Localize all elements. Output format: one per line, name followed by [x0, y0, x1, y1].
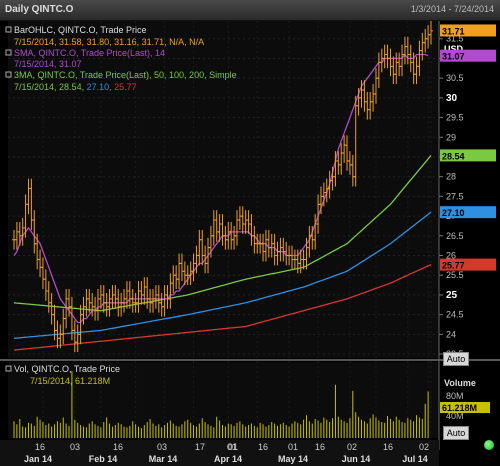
time-day-label: 01 [288, 442, 298, 452]
time-day-label: 16 [113, 442, 123, 452]
price-tick-label: 26 [446, 251, 456, 261]
ohlc-bars [12, 21, 433, 353]
volume-value-tag-text: 61.218M [442, 403, 477, 413]
legend-3ma-value: 7/15/2014, [14, 82, 57, 92]
time-day-label: 01 [228, 442, 238, 452]
price-tick-label: 30 [446, 93, 458, 104]
legend-3ma-values: 7/15/2014, 28.54, 27.10, 25.77 [14, 82, 137, 92]
volume-axis-label: Volume [444, 378, 476, 388]
legend-sma-toggle-icon [5, 49, 12, 56]
legend-3ma-value: 28.54, [57, 82, 85, 92]
chart-title: Daily QINTC.O [5, 4, 74, 15]
title-bar: Daily QINTC.O 1/3/2014 - 7/24/2014 [0, 0, 500, 21]
price-value-tag-text: 25.77 [442, 261, 465, 271]
price-tick-label: 27.5 [446, 191, 464, 201]
legend-bar-title: BarOHLC, QINTC.O, Trade Price [14, 25, 147, 35]
ma100-line [13, 211, 432, 339]
time-day-label: 01 [227, 442, 237, 452]
volume-value-tag [440, 402, 490, 413]
time-day-label: 16 [315, 442, 325, 452]
price-auto-button[interactable]: Auto [443, 352, 469, 366]
price-value-tag [440, 258, 496, 271]
price-tick-label: 26.5 [446, 231, 464, 241]
volume-tick-label: 80M [446, 391, 464, 401]
price-tick-label: 29.5 [446, 113, 464, 123]
price-value-tag [440, 206, 496, 219]
status-indicator-icon [484, 440, 494, 450]
time-day-label: 02 [419, 442, 429, 452]
legend-bar-values: 7/15/2014, 31.58, 31.80, 31.16, 31.71, N… [14, 37, 204, 47]
time-month-label: Jan 14 [24, 454, 52, 464]
volume-bars [13, 371, 429, 438]
price-value-tag-text: 28.54 [442, 151, 465, 161]
price-tick-label: 25 [446, 290, 458, 301]
price-value-tag-text: 31.71 [442, 26, 465, 36]
time-month-label: Mar 14 [149, 454, 178, 464]
price-tick-label: 25.5 [446, 270, 464, 280]
time-axis [0, 440, 439, 466]
legend-vol-toggle-icon [5, 365, 12, 372]
legend-vol-values: 7/15/2014, 61.218M [30, 376, 110, 386]
price-tick-label: 28 [446, 172, 456, 182]
legend-3ma-value: 25.77 [112, 82, 137, 92]
price-tick-label: 24 [446, 329, 456, 339]
time-month-label: May 14 [278, 454, 308, 464]
volume-tick-label: 40M [446, 411, 464, 421]
price-tick-label: 30.5 [446, 73, 464, 83]
time-month-label: Feb 14 [89, 454, 118, 464]
legend-sma-title: SMA, QINTC.O, Trade Price(Last), 14 [14, 48, 165, 58]
legend-bar-toggle-icon [5, 26, 12, 33]
time-month-label: Apr 14 [214, 454, 242, 464]
ohlc-bar [429, 21, 433, 45]
legend-vol-title: Vol, QINTC.O, Trade Price [14, 364, 120, 374]
price-value-tag-text: 31.07 [442, 52, 465, 62]
time-month-label: Jun 14 [342, 454, 371, 464]
currency-label: USD [444, 44, 464, 54]
price-value-tag [440, 149, 496, 162]
time-month-label: Jul 14 [402, 454, 428, 464]
volume-auto-button[interactable]: Auto [443, 426, 469, 440]
time-day-label: 03 [70, 442, 80, 452]
legend-sma-values: 7/15/2014, 31.07 [14, 59, 82, 69]
price-value-tag [440, 24, 496, 37]
price-tick-label: 29 [446, 132, 456, 142]
legend-3ma-value: 27.10, [84, 82, 112, 92]
time-day-label: 16 [35, 442, 45, 452]
price-panel [8, 21, 439, 358]
time-day-label: 03 [157, 442, 167, 452]
price-value-tag-text: 27.10 [442, 208, 465, 218]
time-day-label: 16 [383, 442, 393, 452]
ma200-line [13, 264, 432, 351]
legend-3ma-toggle-icon [5, 71, 12, 78]
date-range: 1/3/2014 - 7/24/2014 [410, 4, 494, 14]
time-day-label: 17 [195, 442, 205, 452]
price-tick-label: 31.5 [446, 34, 464, 44]
price-tick-label: 24.5 [446, 310, 464, 320]
legend-3ma-title: 3MA, QINTC.O, Trade Price(Last), 50, 100… [14, 70, 237, 80]
price-value-tag [440, 49, 496, 62]
time-day-label: 16 [258, 442, 268, 452]
time-day-label: 02 [347, 442, 357, 452]
